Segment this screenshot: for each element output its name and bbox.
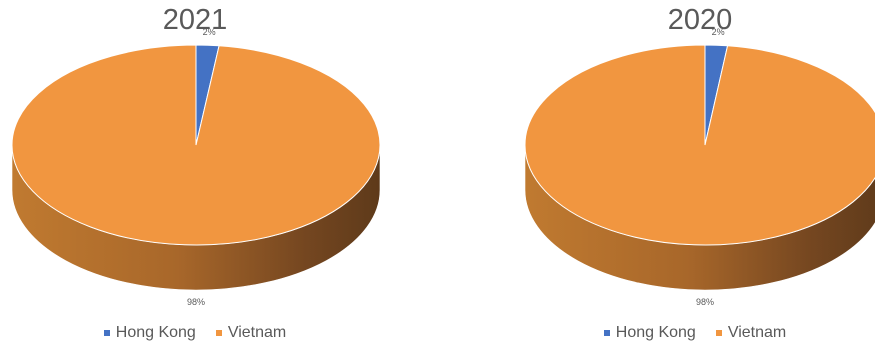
legend-item-hong-kong: Hong Kong xyxy=(603,324,696,342)
chart-2020: 2020 2% 98% Hong Kong Vietnam xyxy=(515,0,875,348)
data-label: 98% xyxy=(696,297,714,307)
legend-swatch-hong-kong xyxy=(103,330,110,336)
chart-title: 2021 xyxy=(162,4,228,36)
legend-item-hong-kong: Hong Kong xyxy=(103,324,196,342)
legend-swatch-vietnam xyxy=(715,330,722,336)
legend-item-vietnam: Vietnam xyxy=(215,324,287,342)
data-label: 2% xyxy=(712,27,725,37)
legend-item-vietnam: Vietnam xyxy=(715,324,787,342)
legend-label-hong-kong: Hong Kong xyxy=(615,324,696,341)
chart-2021: 2021 2% 98% Hong Kong Vietnam xyxy=(0,0,390,348)
data-label: 98% xyxy=(187,297,205,307)
legend-swatch-vietnam xyxy=(215,330,222,336)
pie-chart: 2% 98% xyxy=(524,27,875,307)
legend-label-vietnam: Vietnam xyxy=(727,324,787,341)
pie-slice-vietnam xyxy=(524,44,875,246)
legend: Hong Kong Vietnam xyxy=(515,324,875,342)
legend-swatch-hong-kong xyxy=(603,330,610,336)
legend: Hong Kong Vietnam xyxy=(0,324,390,342)
legend-label-vietnam: Vietnam xyxy=(227,324,287,341)
pie-chart: 2% 98% xyxy=(11,27,381,307)
legend-label-hong-kong: Hong Kong xyxy=(115,324,196,341)
data-label: 2% xyxy=(203,27,216,37)
pie-slice-vietnam xyxy=(11,44,381,246)
chart-title: 2020 xyxy=(667,4,733,36)
